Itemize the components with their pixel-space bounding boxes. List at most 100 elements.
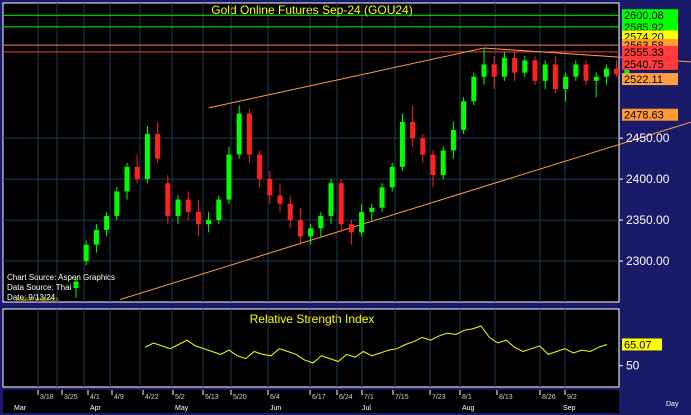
x-axis-strip bbox=[3, 390, 619, 413]
candle-body bbox=[83, 244, 89, 262]
rsi-last-value-tag bbox=[622, 338, 662, 351]
x-date-label: 7/23 bbox=[432, 394, 446, 401]
chart-source-line: Chart Source: Aspen Graphics bbox=[7, 273, 115, 282]
price-candles bbox=[73, 31, 630, 298]
price-tag bbox=[622, 45, 678, 58]
price-tag-label: 2555.33 bbox=[624, 47, 664, 59]
candle-body bbox=[348, 224, 354, 233]
candle-body bbox=[440, 150, 446, 176]
candle-body bbox=[226, 154, 232, 200]
candle-body bbox=[308, 228, 314, 237]
candle-body bbox=[267, 179, 273, 196]
price-tick-label: 2350.00 bbox=[626, 213, 670, 227]
x-date-label: 7/1 bbox=[364, 394, 374, 401]
rsi-line bbox=[144, 325, 608, 364]
price-tick-label: 2450.00 bbox=[626, 131, 670, 145]
price-tick-label: 2400.00 bbox=[626, 172, 670, 186]
candle-body bbox=[573, 64, 579, 77]
x-date-label: 9/2 bbox=[567, 394, 577, 401]
rsi-chart-title: Relative Strength Index bbox=[250, 312, 375, 326]
candle-body bbox=[257, 154, 263, 180]
x-date-label: 8/1 bbox=[462, 394, 472, 401]
price-horizontal-lines bbox=[3, 14, 619, 53]
candle-body bbox=[450, 129, 456, 151]
rsi-last-value-label: 65.07 bbox=[624, 339, 652, 351]
aspen-watermark: Aspen Graphics bbox=[16, 297, 59, 303]
price-tag-label: 2540.75 bbox=[624, 59, 664, 71]
candle-body bbox=[144, 134, 150, 180]
x-month-label: Apr bbox=[90, 405, 102, 412]
rsi-tick-label: 50 bbox=[626, 359, 640, 373]
candle-body bbox=[481, 64, 487, 77]
price-tag-label: 2522.11 bbox=[624, 74, 663, 86]
candle-body bbox=[420, 138, 426, 155]
candle-body bbox=[277, 195, 283, 204]
data-source-line: Data Source: Thai bbox=[7, 283, 72, 292]
period-label: Day bbox=[666, 401, 679, 408]
candle-body bbox=[522, 60, 528, 73]
x-date-label: 7/15 bbox=[395, 394, 409, 401]
price-tag-label: 2600.08 bbox=[624, 10, 664, 22]
candle-body bbox=[246, 113, 252, 155]
candle-body bbox=[338, 183, 344, 225]
price-tag bbox=[622, 9, 678, 22]
candle-body bbox=[603, 68, 609, 77]
candle-body bbox=[471, 76, 477, 102]
x-date-label: 4/1 bbox=[90, 394, 100, 401]
price-y-axis: 2300.00 2350.00 2400.00 2450.00 bbox=[619, 131, 670, 268]
candle-body bbox=[328, 183, 334, 216]
candle-body bbox=[175, 199, 181, 216]
candle-body bbox=[195, 211, 201, 225]
price-tag bbox=[622, 108, 678, 121]
candle-body bbox=[583, 64, 589, 81]
candle-body bbox=[155, 134, 161, 159]
x-date-label: 3/18 bbox=[40, 394, 54, 401]
rsi-series-line bbox=[144, 325, 608, 364]
x-month-label: Sep bbox=[563, 405, 576, 412]
candle-body bbox=[369, 207, 375, 212]
x-date-label: 6/24 bbox=[339, 394, 353, 401]
x-date-label: 8/13 bbox=[499, 394, 513, 401]
candle-body bbox=[399, 121, 405, 167]
candle-body bbox=[614, 68, 620, 75]
price-plot-area bbox=[2, 2, 620, 303]
candle-body bbox=[563, 76, 569, 90]
x-month-label: May bbox=[175, 405, 189, 412]
candle-body bbox=[501, 57, 507, 77]
x-month-label: Jun bbox=[270, 405, 281, 412]
candle-body bbox=[287, 203, 293, 221]
candle-body bbox=[93, 229, 99, 245]
candle-body bbox=[206, 220, 212, 225]
x-month-label: Jul bbox=[362, 405, 371, 412]
x-month-label: Mar bbox=[14, 405, 27, 412]
candle-body bbox=[165, 183, 171, 216]
candle-body bbox=[552, 64, 558, 90]
candle-body bbox=[216, 199, 222, 221]
candle-body bbox=[491, 64, 497, 77]
x-axis: 3/18 3/25 4/1 4/9 4/22 5/2 5/13 5/20 6/4 6/17 6/24… bbox=[14, 390, 577, 412]
price-tag bbox=[622, 73, 678, 86]
trendline bbox=[208, 47, 485, 109]
x-date-label: 3/25 bbox=[64, 394, 78, 401]
candle-body bbox=[512, 57, 518, 73]
x-date-label: 5/20 bbox=[233, 394, 247, 401]
trendline bbox=[119, 121, 691, 301]
candle-body bbox=[542, 64, 548, 81]
x-month-label: Aug bbox=[462, 405, 475, 412]
x-date-label: 4/9 bbox=[114, 394, 124, 401]
candle-body bbox=[124, 166, 130, 192]
x-date-label: 6/17 bbox=[312, 394, 326, 401]
trendline bbox=[483, 47, 691, 63]
candle-body bbox=[461, 101, 467, 130]
candle-body bbox=[379, 187, 385, 208]
price-tag bbox=[622, 20, 678, 33]
price-trendlines bbox=[119, 47, 691, 301]
price-tag-label: 2478.63 bbox=[624, 110, 664, 122]
candle-body bbox=[410, 121, 416, 139]
candle-body bbox=[532, 60, 538, 81]
candle-body bbox=[359, 211, 365, 233]
rsi-gridlines bbox=[37, 309, 566, 387]
date-line: Date: 9/13/24 bbox=[7, 293, 56, 302]
